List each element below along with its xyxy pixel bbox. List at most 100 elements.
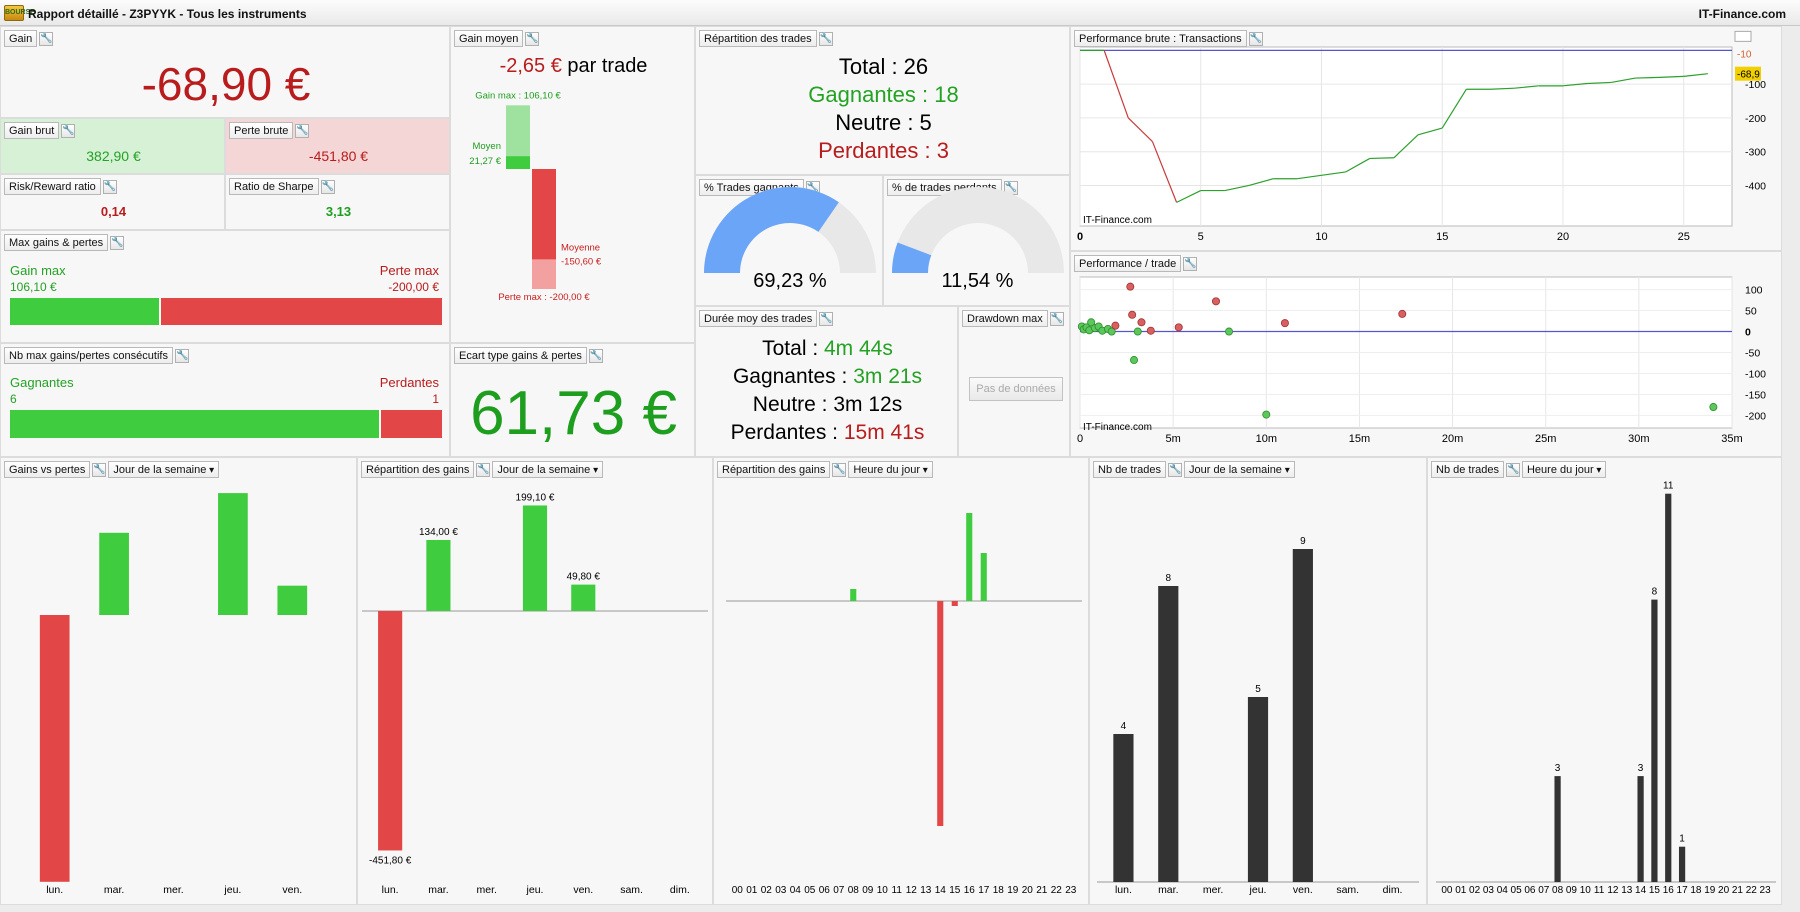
wrench-icon[interactable]: 🔧 xyxy=(818,31,833,46)
gain-panel-title[interactable]: Gain xyxy=(4,30,38,47)
x-category-label: 00 xyxy=(1441,885,1453,896)
consecutive-title[interactable]: Nb max gains/pertes consécutifs xyxy=(4,347,173,364)
x-category-label: 18 xyxy=(1690,885,1702,896)
wrench-icon[interactable]: 🔧 xyxy=(1049,311,1064,326)
nb-trades-jour-title[interactable]: Nb de trades xyxy=(1093,461,1166,478)
consecutive-panel: Nb max gains/pertes consécutifs 🔧 Gagnant… xyxy=(0,343,450,457)
nb-trades-heure-panel: Nb de trades🔧Heure du jour 0001020304050… xyxy=(1427,457,1782,905)
winning-trade-point xyxy=(1709,403,1718,412)
perf-line-segment xyxy=(1441,88,1467,129)
consec-gain-bar xyxy=(10,410,379,438)
loss-rate-label: 11,54 % xyxy=(941,270,1014,292)
period-dropdown[interactable]: Jour de la semaine xyxy=(1183,461,1295,478)
wrench-icon[interactable]: 🔧 xyxy=(1003,180,1018,195)
period-dropdown[interactable]: Jour de la semaine xyxy=(108,461,220,478)
duree-moy-title[interactable]: Durée moy des trades xyxy=(699,310,818,327)
gain-moyen-title[interactable]: Gain moyen xyxy=(454,30,524,47)
ecart-type-title[interactable]: Ecart type gains & pertes xyxy=(454,347,587,364)
wrench-icon[interactable]: 🔧 xyxy=(61,123,76,138)
consecutive-bar xyxy=(10,410,442,438)
y-tick-label: -300 xyxy=(1745,147,1766,159)
wrench-icon[interactable]: 🔧 xyxy=(174,348,189,363)
duree-moy-panel: Durée moy des trades 🔧 Total : 4m 44s Gag… xyxy=(695,306,958,457)
perf-line-segment xyxy=(1587,81,1612,85)
y-tick-label: -400 xyxy=(1745,180,1766,192)
wrench-icon[interactable]: 🔧 xyxy=(1248,31,1263,46)
x-category-label: 15 xyxy=(949,885,961,896)
loss-bar xyxy=(378,611,403,851)
sharpe-title[interactable]: Ratio de Sharpe xyxy=(229,178,319,195)
consec-perte-value: 1 xyxy=(432,392,439,406)
risk-reward-panel: Risk/Reward ratio 🔧 0,14 xyxy=(0,174,225,230)
nb-trades-heure-title[interactable]: Nb de trades xyxy=(1431,461,1504,478)
gain-brut-title[interactable]: Gain brut xyxy=(4,122,60,139)
x-category-label: 09 xyxy=(862,885,874,896)
perf-trade-title[interactable]: Performance / trade xyxy=(1074,255,1182,272)
repartition-gains-heure-title[interactable]: Répartition des gains xyxy=(717,461,831,478)
wrench-icon[interactable]: 🔧 xyxy=(1167,462,1182,477)
period-dropdown[interactable]: Heure du jour xyxy=(1521,461,1607,478)
no-data-button[interactable]: Pas de données xyxy=(969,377,1063,401)
winning-trade-point xyxy=(1262,410,1271,419)
perf-line-segment xyxy=(1514,85,1539,89)
y-tick-label: -200 xyxy=(1745,113,1766,125)
count-bar xyxy=(1158,586,1179,882)
x-tick-label: 0 xyxy=(1077,231,1083,243)
y-tick-label: -150 xyxy=(1745,389,1766,401)
perte-brute-title[interactable]: Perte brute xyxy=(229,122,294,139)
loss-rate-gauge xyxy=(892,187,1064,273)
x-tick-label: 5 xyxy=(1198,231,1204,243)
x-category-label: 05 xyxy=(1511,885,1523,896)
wrench-icon[interactable]: 🔧 xyxy=(295,123,310,138)
x-category-label: 01 xyxy=(1455,885,1467,896)
x-category-label: ven. xyxy=(282,884,302,896)
wrench-icon[interactable]: 🔧 xyxy=(92,462,107,477)
period-dropdown[interactable]: Heure du jour xyxy=(848,461,933,478)
wrench-icon[interactable]: 🔧 xyxy=(525,31,540,46)
perte-brute-panel: Perte brute 🔧 -451,80 € xyxy=(225,118,450,174)
drawdown-title[interactable]: Drawdown max xyxy=(962,310,1048,327)
wrench-icon[interactable]: 🔧 xyxy=(832,462,847,477)
wrench-icon[interactable]: 🔧 xyxy=(588,348,603,363)
gains-vs-pertes-title[interactable]: Gains vs pertes xyxy=(4,461,91,478)
y-tick-label: 100 xyxy=(1745,285,1763,297)
max-gains-pertes-bar xyxy=(10,298,442,325)
scale-box xyxy=(1734,30,1752,42)
bar-value-label: -451,80 € xyxy=(369,855,412,866)
gain-bar xyxy=(571,584,596,611)
repartition-trades-panel: Répartition des trades 🔧 Total : 26 Gagna… xyxy=(695,26,1070,175)
period-dropdown[interactable]: Jour de la semaine xyxy=(492,461,604,478)
x-category-label: 05 xyxy=(804,885,816,896)
max-gains-pertes-title[interactable]: Max gains & pertes xyxy=(4,234,109,251)
wrench-icon[interactable]: 🔧 xyxy=(102,179,117,194)
wrench-icon[interactable]: 🔧 xyxy=(320,179,335,194)
x-category-label: 16 xyxy=(964,885,976,896)
wrench-icon[interactable]: 🔧 xyxy=(1183,256,1198,271)
duree-gagnantes-row: Gagnantes : 3m 21s xyxy=(696,363,959,391)
repartition-gains-jour-title[interactable]: Répartition des gains xyxy=(361,461,475,478)
x-category-label: 21 xyxy=(1732,885,1744,896)
x-category-label: 13 xyxy=(1621,885,1633,896)
x-tick-label: 25 xyxy=(1678,231,1690,243)
wrench-icon[interactable]: 🔧 xyxy=(1505,462,1520,477)
perf-line-segment xyxy=(1683,73,1708,77)
perf-brute-title[interactable]: Performance brute : Transactions xyxy=(1074,30,1247,47)
x-category-label: jeu. xyxy=(1249,884,1267,896)
wrench-icon[interactable]: 🔧 xyxy=(819,311,834,326)
x-category-label: 19 xyxy=(1704,885,1716,896)
wrench-icon[interactable]: 🔧 xyxy=(110,235,125,250)
losing-trade-point xyxy=(1211,297,1220,306)
x-category-label: 03 xyxy=(1483,885,1495,896)
x-tick-label: 10m xyxy=(1256,433,1277,445)
title-bar: BOURSE Rapport détaillé - Z3PYYK - Tous … xyxy=(0,0,1800,26)
repartition-trades-title[interactable]: Répartition des trades xyxy=(699,30,817,47)
gain-bar xyxy=(522,505,548,611)
x-category-label: mer. xyxy=(1203,884,1223,896)
x-category-label: sam. xyxy=(1336,884,1359,896)
wrench-icon[interactable]: 🔧 xyxy=(39,31,54,46)
wrench-icon[interactable]: 🔧 xyxy=(476,462,491,477)
x-category-label: 11 xyxy=(1594,885,1605,896)
gains-vs-pertes-chart: lun. mar. mer. jeu. ven. xyxy=(39,493,308,896)
x-category-label: lun. xyxy=(1115,884,1132,896)
risk-reward-title[interactable]: Risk/Reward ratio xyxy=(4,178,101,195)
